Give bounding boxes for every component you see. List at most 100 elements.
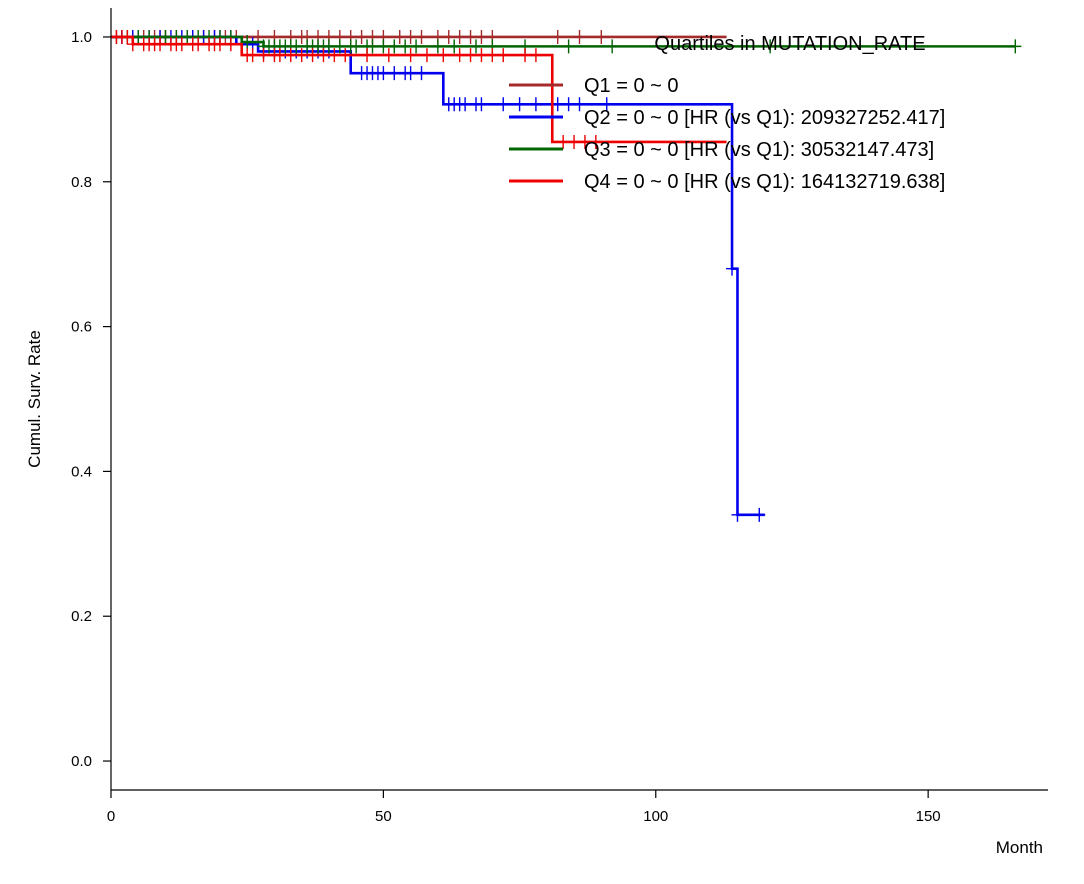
censor-mark <box>475 29 488 44</box>
censor-mark <box>224 37 237 52</box>
y-tick-label: 0.8 <box>71 174 92 191</box>
y-tick-label: 0.2 <box>71 608 92 625</box>
censor-mark <box>464 29 477 44</box>
y-axis: 0.0 0.2 0.4 0.6 0.8 1.0 <box>71 8 112 790</box>
legend-label: Q4 = 0 ~ 0 [HR (vs Q1): 164132719.638] <box>584 171 945 193</box>
censor-mark <box>513 97 526 112</box>
x-tick-label: 50 <box>375 808 392 825</box>
legend-item: Q1 = 0 ~ 0 <box>509 75 679 97</box>
x-tick-label: 100 <box>643 808 668 825</box>
censor-mark <box>121 29 134 44</box>
censor-mark <box>350 39 363 54</box>
censor-mark <box>486 48 499 63</box>
censor-mark <box>551 97 564 112</box>
censor-mark <box>600 97 613 112</box>
censor-mark <box>404 66 417 81</box>
censor-mark <box>388 39 401 54</box>
x-axis-title: Month <box>996 838 1043 857</box>
censor-mark <box>410 39 423 54</box>
series-3 <box>111 29 1022 54</box>
censor-mark <box>355 29 368 44</box>
y-axis-title: Cumul. Surv. Rate <box>25 330 44 468</box>
censor-mark <box>464 48 477 63</box>
censor-mark <box>551 29 564 44</box>
censor-mark <box>366 39 379 54</box>
censor-mark <box>497 97 510 112</box>
legend-item: Q2 = 0 ~ 0 [HR (vs Q1): 209327252.417] <box>509 107 945 129</box>
censor-mark <box>589 134 602 149</box>
censor-mark <box>333 39 346 54</box>
legend-label: Q3 = 0 ~ 0 [HR (vs Q1): 30532147.473] <box>584 139 934 161</box>
censor-mark <box>273 48 286 63</box>
censor-mark <box>415 66 428 81</box>
y-tick-label: 0.6 <box>71 319 92 336</box>
censor-mark <box>469 39 482 54</box>
censor-mark <box>529 97 542 112</box>
censor-mark <box>399 39 412 54</box>
censor-mark <box>595 29 608 44</box>
censor-mark <box>306 48 319 63</box>
censor-mark <box>568 134 581 149</box>
legend-label: Q1 = 0 ~ 0 <box>584 75 679 97</box>
censor-mark <box>393 29 406 44</box>
censor-mark <box>213 37 226 52</box>
censor-mark <box>339 48 352 63</box>
y-tick-label: 1.0 <box>71 29 92 46</box>
legend-item: Q3 = 0 ~ 0 [HR (vs Q1): 30532147.473] <box>509 139 934 161</box>
censor-mark <box>154 37 167 52</box>
censor-mark <box>453 48 466 63</box>
censor-mark <box>361 48 374 63</box>
censor-mark <box>388 66 401 81</box>
censor-mark <box>420 48 433 63</box>
censor-mark <box>753 507 766 522</box>
censor-mark <box>453 29 466 44</box>
censor-mark <box>573 29 586 44</box>
censor-mark <box>126 37 139 52</box>
censor-mark <box>731 507 744 522</box>
censor-mark <box>377 66 390 81</box>
censor-mark <box>322 39 335 54</box>
censor-mark <box>290 39 303 54</box>
censor-mark <box>562 97 575 112</box>
censor-mark <box>404 29 417 44</box>
censor-mark <box>382 48 395 63</box>
censor-mark <box>159 29 172 44</box>
censor-mark <box>475 48 488 63</box>
censor-mark <box>192 37 205 52</box>
censor-mark <box>519 48 532 63</box>
legend-item: Q4 = 0 ~ 0 [HR (vs Q1): 164132719.638] <box>509 171 945 193</box>
legend: Quartiles in MUTATION_RATE Q1 = 0 ~ 0 Q2 … <box>509 33 945 193</box>
censor-mark <box>726 261 739 276</box>
plot-area <box>110 29 1022 522</box>
censor-mark <box>606 39 619 54</box>
censor-mark <box>415 29 428 44</box>
censor-mark <box>1009 39 1022 54</box>
y-tick-label: 0.4 <box>71 463 92 480</box>
censor-mark <box>284 48 297 63</box>
series-2 <box>111 29 766 522</box>
censor-mark <box>431 39 444 54</box>
censor-mark <box>437 48 450 63</box>
censor-mark <box>562 39 575 54</box>
censor-mark <box>295 48 308 63</box>
x-tick-label: 150 <box>916 808 941 825</box>
legend-label: Q2 = 0 ~ 0 [HR (vs Q1): 209327252.417] <box>584 107 945 129</box>
censor-mark <box>328 48 341 63</box>
censor-mark <box>181 29 194 44</box>
censor-mark <box>459 97 472 112</box>
series-4 <box>110 29 727 149</box>
censor-mark <box>404 48 417 63</box>
y-tick-label: 0.0 <box>71 753 92 770</box>
censor-mark <box>175 37 188 52</box>
censor-mark <box>257 48 270 63</box>
censor-mark <box>442 29 455 44</box>
x-axis: 0 50 100 150 <box>107 789 1048 825</box>
censor-mark <box>448 39 461 54</box>
censor-mark <box>132 29 145 44</box>
censor-mark <box>241 35 254 50</box>
x-tick-label: 0 <box>107 808 115 825</box>
censor-mark <box>573 97 586 112</box>
censor-mark <box>475 97 488 112</box>
legend-title: Quartiles in MUTATION_RATE <box>654 33 925 55</box>
